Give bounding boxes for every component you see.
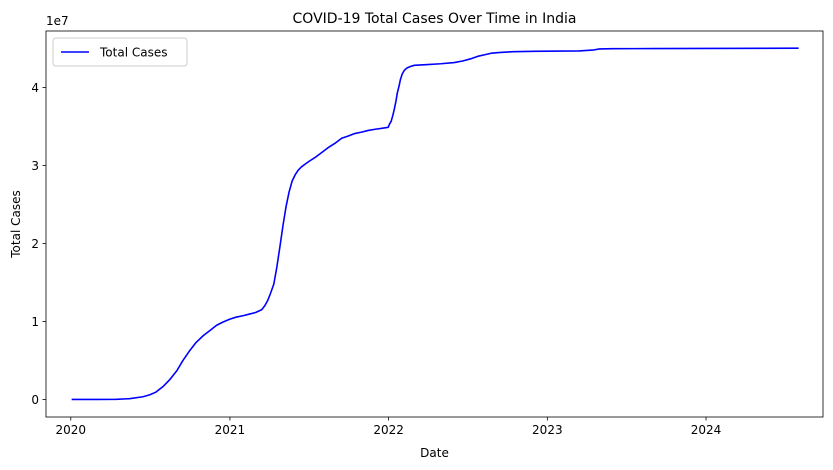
legend-box	[52, 37, 188, 67]
plot-frame	[45, 30, 824, 418]
series-line-0	[71, 47, 799, 401]
y-tick-label-2: 2	[31, 237, 39, 251]
x-axis-ticks: 2020 2021 2022 2023 2024	[56, 417, 722, 437]
x-axis-label: Date	[420, 446, 449, 460]
x-tick-label-4: 2024	[691, 423, 722, 437]
x-tick-label-2: 2022	[373, 423, 404, 437]
y-tick-label-0: 0	[31, 393, 39, 407]
y-tick-label-1: 1	[31, 315, 39, 329]
y-tick-label-4: 4	[31, 81, 39, 95]
series-layer	[71, 47, 799, 401]
y-axis-ticks: 0 1 2 3 4	[31, 81, 46, 407]
legend: Total Cases	[52, 37, 188, 67]
plot-area	[46, 31, 823, 417]
y-axis-label: Total Cases	[9, 190, 23, 258]
chart-title: COVID-19 Total Cases Over Time in India	[293, 11, 577, 27]
y-tick-label-3: 3	[31, 159, 39, 173]
x-tick-label-1: 2021	[215, 423, 246, 437]
y-axis-offset-label: 1e7	[46, 14, 69, 28]
x-tick-label-3: 2023	[532, 423, 563, 437]
x-tick-label-0: 2020	[56, 423, 87, 437]
legend-label-total-cases: Total Cases	[99, 46, 167, 60]
